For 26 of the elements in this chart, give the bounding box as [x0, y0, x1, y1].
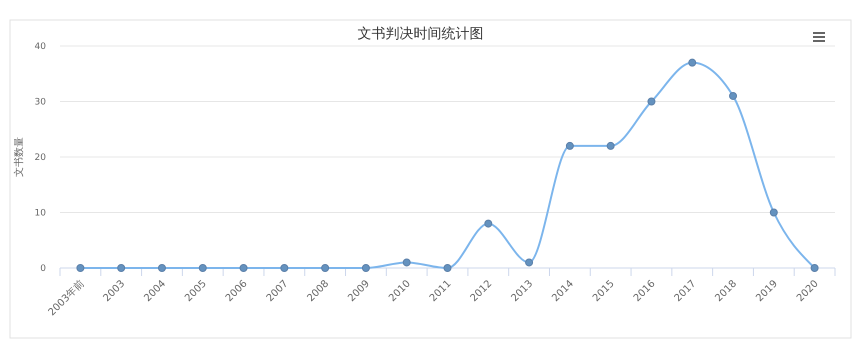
point: [362, 264, 370, 272]
chart-title: 文书判决时间统计图: [358, 26, 484, 42]
point: [402, 258, 411, 266]
point: [647, 98, 656, 106]
point: [606, 142, 615, 150]
point: [525, 258, 534, 266]
y-tick-label: 0: [40, 264, 46, 274]
point: [810, 264, 819, 272]
point: [280, 264, 288, 272]
point: [688, 58, 696, 67]
point: [240, 264, 248, 272]
point: [117, 264, 126, 272]
y-tick-label: 20: [34, 153, 46, 163]
y-tick-label: 10: [34, 208, 46, 218]
point: [729, 92, 738, 100]
y-axis-title: 文书数量: [13, 137, 25, 177]
point: [444, 264, 452, 272]
point: [566, 142, 574, 150]
point: [321, 264, 330, 272]
point: [198, 264, 207, 272]
point: [484, 220, 492, 228]
y-tick-label: 40: [34, 42, 46, 52]
point: [76, 264, 84, 272]
point: [158, 264, 166, 272]
point: [770, 208, 778, 216]
y-tick-label: 30: [34, 98, 46, 108]
